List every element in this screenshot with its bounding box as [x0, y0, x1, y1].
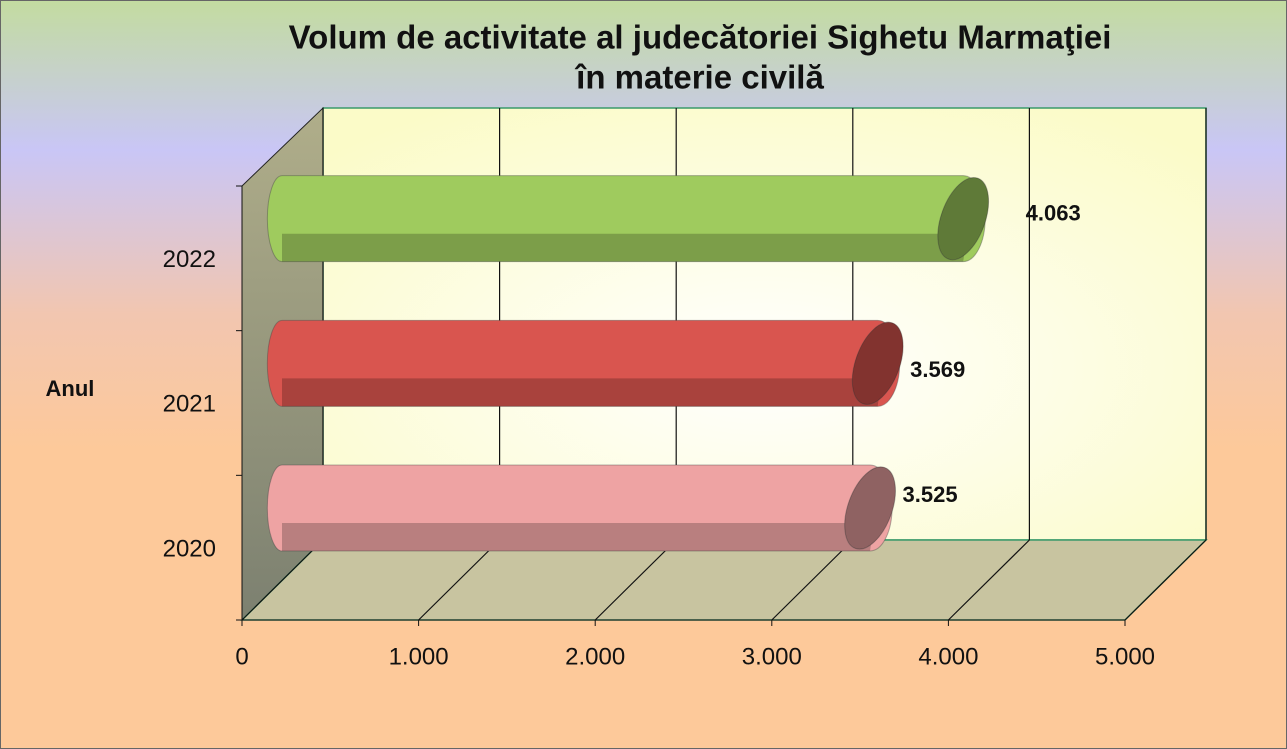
x-tick-label: 4.000: [918, 643, 978, 670]
data-label: 3.525: [903, 482, 958, 507]
bar-shade: [282, 378, 879, 407]
x-tick-label: 3.000: [742, 643, 802, 670]
x-tick-label: 1.000: [389, 643, 449, 670]
y-tick-label: 2020: [163, 535, 216, 562]
chart-title: Volum de activitate al judecătoriei Sigh…: [289, 19, 1112, 56]
x-tick-label: 0: [235, 643, 248, 670]
y-tick-label: 2021: [163, 391, 216, 418]
y-tick-label: 2022: [163, 246, 216, 273]
grid-line: [1124, 539, 1207, 621]
grid-line: [418, 539, 501, 621]
x-tick-label: 5.000: [1095, 643, 1155, 670]
x-tick-label: 2.000: [565, 643, 625, 670]
grid-line: [241, 539, 324, 621]
bar-cap-shade: [852, 322, 904, 405]
bar-cap: [851, 321, 904, 405]
data-label: 4.063: [1026, 200, 1081, 225]
y-axis-title: Anul: [46, 376, 95, 401]
grid-line: [771, 539, 854, 621]
floor: [240, 539, 1208, 621]
bar-shade: [282, 523, 872, 551]
grid-line: [947, 539, 1030, 621]
bar-cap: [937, 177, 990, 261]
bar-cap-shade: [844, 466, 896, 550]
bar-cap: [844, 466, 896, 550]
grid-line: [594, 539, 677, 621]
chart-title: în materie civilă: [574, 59, 824, 96]
data-label: 3.569: [910, 357, 965, 382]
bar-shade: [282, 233, 965, 262]
bar-cap-shade: [937, 177, 989, 260]
